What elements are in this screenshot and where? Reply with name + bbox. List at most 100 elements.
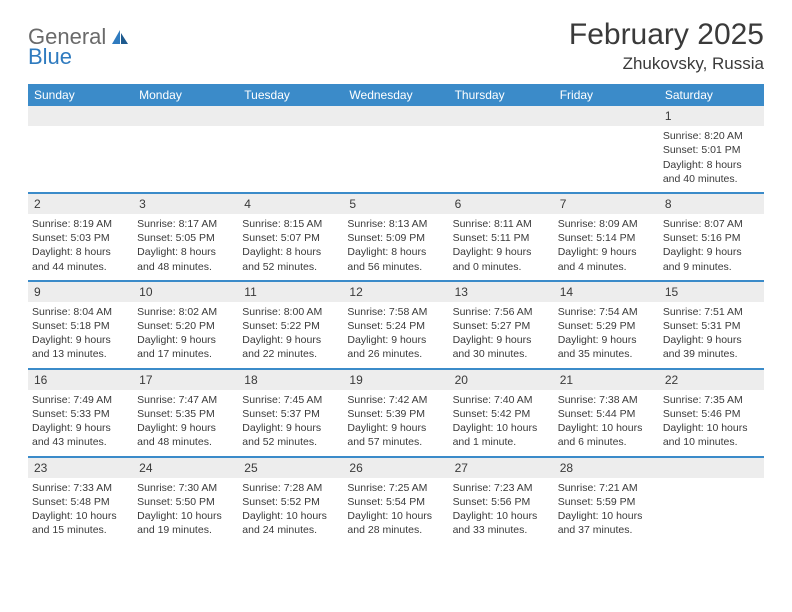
month-title: February 2025 xyxy=(569,18,764,52)
week-row: 1Sunrise: 8:20 AMSunset: 5:01 PMDaylight… xyxy=(28,106,764,194)
day-number xyxy=(449,106,554,126)
day-number: 14 xyxy=(554,282,659,302)
day-cell xyxy=(449,106,554,192)
weekday-label: Saturday xyxy=(659,84,764,106)
logo: General Blue xyxy=(28,18,130,68)
sunrise-text: Sunrise: 7:30 AM xyxy=(137,481,234,495)
daylight-text: Daylight: 9 hours and 39 minutes. xyxy=(663,333,760,361)
sunset-text: Sunset: 5:50 PM xyxy=(137,495,234,509)
day-cell: 24Sunrise: 7:30 AMSunset: 5:50 PMDayligh… xyxy=(133,458,238,544)
day-number: 10 xyxy=(133,282,238,302)
sunset-text: Sunset: 5:03 PM xyxy=(32,231,129,245)
sunset-text: Sunset: 5:42 PM xyxy=(453,407,550,421)
day-cell: 10Sunrise: 8:02 AMSunset: 5:20 PMDayligh… xyxy=(133,282,238,368)
calendar: Sunday Monday Tuesday Wednesday Thursday… xyxy=(28,84,764,543)
sunset-text: Sunset: 5:27 PM xyxy=(453,319,550,333)
day-cell xyxy=(343,106,448,192)
sunset-text: Sunset: 5:24 PM xyxy=(347,319,444,333)
day-number: 24 xyxy=(133,458,238,478)
sunset-text: Sunset: 5:37 PM xyxy=(242,407,339,421)
sunset-text: Sunset: 5:07 PM xyxy=(242,231,339,245)
day-number: 16 xyxy=(28,370,133,390)
sunrise-text: Sunrise: 8:00 AM xyxy=(242,305,339,319)
sunrise-text: Sunrise: 7:54 AM xyxy=(558,305,655,319)
daylight-text: Daylight: 9 hours and 17 minutes. xyxy=(137,333,234,361)
day-cell: 5Sunrise: 8:13 AMSunset: 5:09 PMDaylight… xyxy=(343,194,448,280)
day-number xyxy=(659,458,764,478)
sunset-text: Sunset: 5:48 PM xyxy=(32,495,129,509)
daylight-text: Daylight: 10 hours and 28 minutes. xyxy=(347,509,444,537)
header: General Blue February 2025 Zhukovsky, Ru… xyxy=(28,18,764,74)
weekday-header: Sunday Monday Tuesday Wednesday Thursday… xyxy=(28,84,764,106)
sunrise-text: Sunrise: 7:42 AM xyxy=(347,393,444,407)
day-cell: 17Sunrise: 7:47 AMSunset: 5:35 PMDayligh… xyxy=(133,370,238,456)
day-number: 8 xyxy=(659,194,764,214)
day-cell: 8Sunrise: 8:07 AMSunset: 5:16 PMDaylight… xyxy=(659,194,764,280)
sunrise-text: Sunrise: 8:11 AM xyxy=(453,217,550,231)
daylight-text: Daylight: 10 hours and 6 minutes. xyxy=(558,421,655,449)
day-cell: 21Sunrise: 7:38 AMSunset: 5:44 PMDayligh… xyxy=(554,370,659,456)
week-row: 23Sunrise: 7:33 AMSunset: 5:48 PMDayligh… xyxy=(28,458,764,544)
day-number: 7 xyxy=(554,194,659,214)
sunset-text: Sunset: 5:11 PM xyxy=(453,231,550,245)
daylight-text: Daylight: 9 hours and 4 minutes. xyxy=(558,245,655,273)
sail-icon xyxy=(110,28,130,51)
day-number: 28 xyxy=(554,458,659,478)
day-number: 15 xyxy=(659,282,764,302)
logo-text: General Blue xyxy=(28,26,106,68)
day-cell: 11 Sunrise: 8:00 AMSunset: 5:22 PMDayligh… xyxy=(238,282,343,368)
sunrise-text: Sunrise: 8:09 AM xyxy=(558,217,655,231)
day-number xyxy=(238,106,343,126)
sunset-text: Sunset: 5:56 PM xyxy=(453,495,550,509)
day-cell: 14Sunrise: 7:54 AMSunset: 5:29 PMDayligh… xyxy=(554,282,659,368)
day-number: 5 xyxy=(343,194,448,214)
sunrise-text: Sunrise: 7:23 AM xyxy=(453,481,550,495)
day-cell: 1Sunrise: 8:20 AMSunset: 5:01 PMDaylight… xyxy=(659,106,764,192)
title-block: February 2025 Zhukovsky, Russia xyxy=(569,18,764,74)
day-cell: 15Sunrise: 7:51 AMSunset: 5:31 PMDayligh… xyxy=(659,282,764,368)
day-number: 26 xyxy=(343,458,448,478)
sunrise-text: Sunrise: 7:40 AM xyxy=(453,393,550,407)
day-number xyxy=(28,106,133,126)
sunset-text: Sunset: 5:52 PM xyxy=(242,495,339,509)
day-number: 17 xyxy=(133,370,238,390)
day-number: 3 xyxy=(133,194,238,214)
sunrise-text: Sunrise: 7:28 AM xyxy=(242,481,339,495)
day-cell: 4Sunrise: 8:15 AMSunset: 5:07 PMDaylight… xyxy=(238,194,343,280)
daylight-text: Daylight: 10 hours and 24 minutes. xyxy=(242,509,339,537)
daylight-text: Daylight: 10 hours and 37 minutes. xyxy=(558,509,655,537)
daylight-text: Daylight: 9 hours and 43 minutes. xyxy=(32,421,129,449)
daylight-text: Daylight: 10 hours and 33 minutes. xyxy=(453,509,550,537)
daylight-text: Daylight: 9 hours and 35 minutes. xyxy=(558,333,655,361)
day-cell: 25Sunrise: 7:28 AMSunset: 5:52 PMDayligh… xyxy=(238,458,343,544)
sunrise-text: Sunrise: 7:49 AM xyxy=(32,393,129,407)
day-cell: 26Sunrise: 7:25 AMSunset: 5:54 PMDayligh… xyxy=(343,458,448,544)
daylight-text: Daylight: 9 hours and 52 minutes. xyxy=(242,421,339,449)
day-number: 20 xyxy=(449,370,554,390)
location: Zhukovsky, Russia xyxy=(569,54,764,74)
sunset-text: Sunset: 5:22 PM xyxy=(242,319,339,333)
sunset-text: Sunset: 5:59 PM xyxy=(558,495,655,509)
calendar-page: General Blue February 2025 Zhukovsky, Ru… xyxy=(0,0,792,561)
day-number: 11 xyxy=(238,282,343,302)
sunrise-text: Sunrise: 8:02 AM xyxy=(137,305,234,319)
day-cell: 12Sunrise: 7:58 AMSunset: 5:24 PMDayligh… xyxy=(343,282,448,368)
sunrise-text: Sunrise: 7:21 AM xyxy=(558,481,655,495)
sunset-text: Sunset: 5:44 PM xyxy=(558,407,655,421)
sunset-text: Sunset: 5:05 PM xyxy=(137,231,234,245)
day-number: 27 xyxy=(449,458,554,478)
weekday-label: Monday xyxy=(133,84,238,106)
day-cell: 18Sunrise: 7:45 AMSunset: 5:37 PMDayligh… xyxy=(238,370,343,456)
sunset-text: Sunset: 5:01 PM xyxy=(663,143,760,157)
daylight-text: Daylight: 9 hours and 22 minutes. xyxy=(242,333,339,361)
day-number: 4 xyxy=(238,194,343,214)
day-cell: 13Sunrise: 7:56 AMSunset: 5:27 PMDayligh… xyxy=(449,282,554,368)
day-cell: 22Sunrise: 7:35 AMSunset: 5:46 PMDayligh… xyxy=(659,370,764,456)
sunrise-text: Sunrise: 7:35 AM xyxy=(663,393,760,407)
daylight-text: Daylight: 8 hours and 40 minutes. xyxy=(663,158,760,186)
sunset-text: Sunset: 5:18 PM xyxy=(32,319,129,333)
week-row: 9Sunrise: 8:04 AMSunset: 5:18 PMDaylight… xyxy=(28,282,764,370)
daylight-text: Daylight: 9 hours and 0 minutes. xyxy=(453,245,550,273)
weeks-container: 1Sunrise: 8:20 AMSunset: 5:01 PMDaylight… xyxy=(28,106,764,543)
sunset-text: Sunset: 5:16 PM xyxy=(663,231,760,245)
